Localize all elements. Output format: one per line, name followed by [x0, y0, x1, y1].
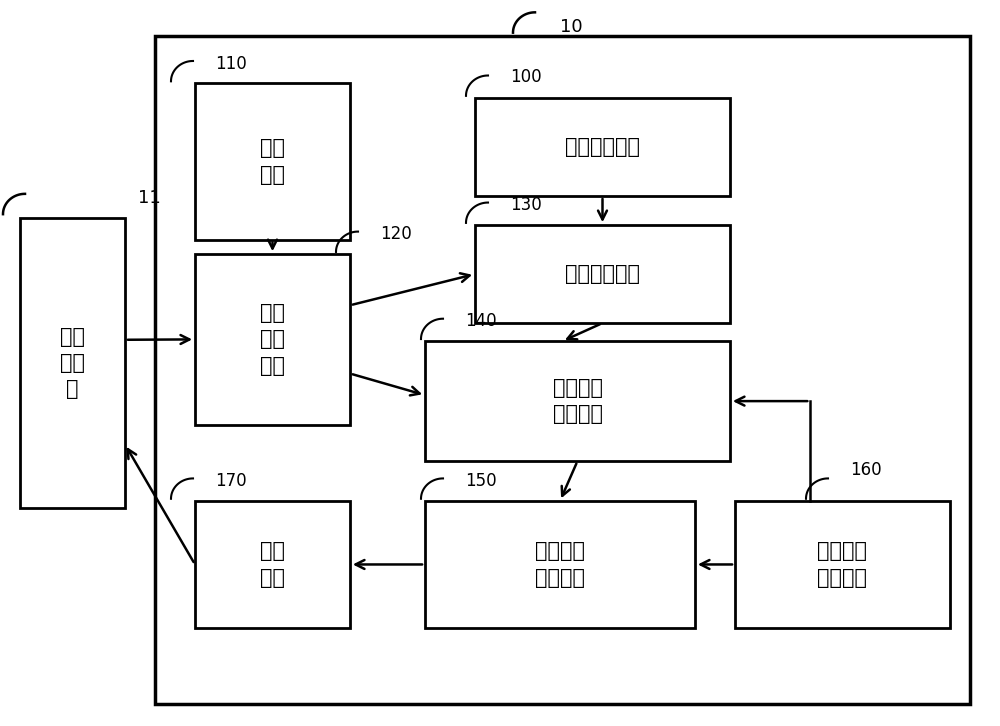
Bar	[195, 83, 350, 240]
Bar	[155, 36, 970, 704]
Text: 130: 130	[510, 196, 542, 214]
Text: 条空边界
处理模块: 条空边界 处理模块	[552, 378, 602, 424]
Bar	[425, 501, 695, 628]
Bar	[735, 501, 950, 628]
Bar	[475, 225, 730, 323]
Text: 100: 100	[510, 68, 542, 86]
Text: 状态控制模块: 状态控制模块	[565, 137, 640, 157]
Text: 译码
模块: 译码 模块	[260, 542, 285, 587]
Bar	[425, 341, 730, 461]
Text: 扫描
模块: 扫描 模块	[260, 139, 285, 184]
Text: 110: 110	[215, 54, 247, 73]
Text: 方向计算模块: 方向计算模块	[565, 264, 640, 284]
Text: 140: 140	[465, 312, 497, 330]
Bar	[475, 98, 730, 196]
Bar	[195, 501, 350, 628]
Text: 170: 170	[215, 472, 247, 490]
Text: 160: 160	[850, 461, 882, 479]
Bar	[195, 254, 350, 425]
Bar	[20, 218, 125, 508]
Text: 150: 150	[465, 472, 497, 490]
Text: 10: 10	[560, 18, 583, 36]
Text: 符号字符
提取模块: 符号字符 提取模块	[535, 542, 585, 587]
Text: 数据
存储
器: 数据 存储 器	[60, 327, 85, 399]
Text: 11: 11	[138, 189, 161, 207]
Text: 120: 120	[380, 225, 412, 243]
Text: 符号参数
识别模块: 符号参数 识别模块	[818, 542, 868, 587]
Text: 边界
识别
模块: 边界 识别 模块	[260, 303, 285, 376]
